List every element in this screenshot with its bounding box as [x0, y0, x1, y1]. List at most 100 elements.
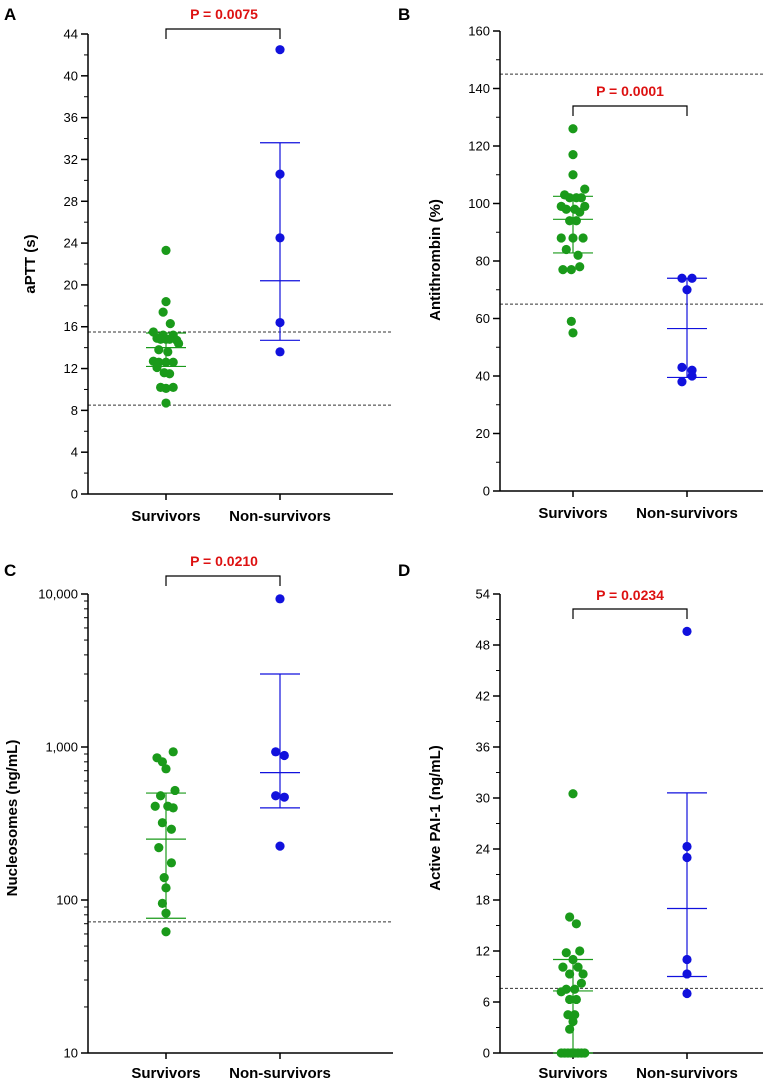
panel-c-non-survivors-point [271, 791, 281, 801]
panel-a-survivors-point [161, 357, 171, 367]
panel-d-survivors-point [570, 984, 580, 994]
panel-c-survivors-point [161, 908, 171, 918]
panel-b-non-survivors-point [677, 362, 687, 372]
panel-d-survivors-point [573, 962, 583, 972]
panel-d-survivors-point [568, 954, 578, 965]
panel-c-y-axis-title: Nucleosomes (ng/mL) [4, 740, 21, 897]
panel-c-error-bars [146, 673, 300, 919]
panel-b-data-points [556, 124, 697, 387]
panel-c-y-tick-label: 1,000 [45, 740, 78, 755]
panel-a-y-tick-label: 44 [64, 27, 78, 42]
panel-b-x-label-survivors: Survivors [538, 505, 607, 522]
panel-b-letter: B [398, 5, 410, 24]
panel-a: A 0 4 8 12 16 20 24 28 32 36 40 44 P = 0.0075 Survi… [4, 5, 393, 525]
panel-c-y-tick-label: 10,000 [38, 587, 78, 602]
panel-d-y-tick-label: 12 [476, 944, 490, 959]
panel-d-x-label-non-survivors: Non-survivors [636, 1065, 738, 1082]
panel-b-bracket-line [572, 105, 688, 116]
panel-d-non-survivors-point [682, 841, 692, 852]
panel-d-y-ticks: 0 6 12 18 24 30 36 42 48 54 [476, 587, 500, 1061]
panel-d-survivors-point [556, 987, 566, 997]
panel-c-survivors-point [161, 927, 171, 937]
panel-c-axes [87, 594, 393, 1059]
panel-a-survivors-point [168, 357, 178, 367]
panel-a-y-tick-label: 20 [64, 277, 78, 292]
panel-b-x-label-non-survivors: Non-survivors [636, 505, 738, 522]
panel-d-data-points [556, 626, 692, 1058]
panel-c-survivors-point [157, 757, 167, 767]
panel-a-significance-bracket [165, 28, 281, 39]
panel-a-non-survivors-point [275, 45, 285, 55]
panel-b-y-tick-label: 0 [483, 484, 490, 499]
panel-a-y-tick-label: 16 [64, 319, 78, 334]
panel-a-survivors-point [158, 307, 168, 317]
panel-c-x-label-non-survivors: Non-survivors [229, 1065, 331, 1082]
panel-b-p-value: P = 0.0001 [596, 83, 664, 99]
panel-d-survivors-point [565, 1024, 575, 1034]
panel-b-survivors-point [568, 124, 578, 134]
panel-b-significance-bracket [572, 105, 688, 116]
panel-b-survivors-point [568, 150, 578, 160]
panel-a-survivors-point [161, 398, 171, 408]
panel-a-y-tick-label: 28 [64, 194, 78, 209]
panel-b-survivors-point [580, 184, 590, 194]
panel-d-y-tick-label: 18 [476, 893, 490, 908]
panel-d-survivors-point [580, 1048, 590, 1058]
panel-b-survivors-point [565, 216, 575, 226]
panel-d-survivors-point [565, 994, 575, 1005]
panel-a-non-survivors-point [275, 347, 285, 357]
panel-b-y-tick-label: 20 [476, 426, 490, 441]
panel-c-survivors-point [168, 803, 178, 813]
panel-b-non-survivors-point [687, 273, 697, 283]
panel-a-survivors-point [152, 362, 162, 373]
panel-b-survivors-point [568, 328, 578, 338]
panel-a-non-survivors-point [275, 233, 285, 243]
panel-c-survivors-point [157, 818, 167, 828]
panel-b-survivors-point [561, 204, 571, 214]
panel-c-x-label-survivors: Survivors [131, 1065, 200, 1082]
panel-d-non-survivors-point [682, 969, 692, 979]
panel-c-survivors-point [150, 801, 160, 811]
panel-a-non-survivors-point [275, 169, 285, 179]
panel-a-survivors-point [161, 297, 171, 307]
panel-b-survivors-point [556, 233, 566, 243]
panel-d-y-axis-title: Active PAI-1 (ng/mL) [427, 745, 444, 891]
panel-b-non-survivors-point [677, 273, 687, 283]
panel-a-survivors-point [163, 347, 173, 357]
panel-a-bracket-line [165, 28, 281, 39]
panel-b-non-survivors-point [677, 377, 687, 387]
panel-c-survivors-point [170, 785, 180, 796]
panel-c-survivors-point [161, 883, 171, 893]
panel-d-y-tick-label: 6 [483, 995, 490, 1010]
panel-c-y-ticks: 10 100 1,000 10,000 [38, 587, 88, 1061]
panel-a-survivors-point [165, 369, 175, 379]
panel-a-y-ticks: 0 4 8 12 16 20 24 28 32 36 40 44 [64, 27, 88, 502]
panel-c-significance-bracket [165, 575, 281, 586]
panel-a-data-points [148, 45, 285, 408]
panel-b-y-tick-label: 60 [476, 311, 490, 326]
panel-b-y-tick-label: 140 [468, 81, 490, 96]
panel-b-survivors-point [558, 265, 568, 275]
panel-b-survivors-point [571, 216, 581, 226]
panel-a-y-tick-label: 4 [71, 445, 78, 460]
panel-c-survivors-point [154, 843, 164, 853]
panel-b-y-tick-label: 160 [468, 24, 490, 39]
panel-c-non-survivors-point [279, 792, 289, 802]
panel-a-non-survivors-point [275, 317, 285, 328]
panel-d-letter: D [398, 561, 410, 580]
panel-d-y-tick-label: 42 [476, 689, 490, 704]
panel-b-non-survivors-point [682, 285, 692, 295]
panel-d-y-tick-label: 0 [483, 1046, 490, 1061]
panel-d: D 0 6 12 18 24 30 36 42 48 54 P = 0.0234 Survivor… [398, 561, 763, 1082]
panel-d-y-tick-label: 54 [476, 587, 490, 602]
panel-d-axes [499, 594, 763, 1059]
panel-b-survivors-point [568, 170, 578, 180]
panel-d-survivors-point [563, 1010, 573, 1020]
panel-b-y-ticks: 0 20 40 60 80 100 120 140 160 [468, 24, 500, 499]
panel-d-non-survivors-point [682, 852, 692, 863]
panel-a-y-tick-label: 40 [64, 68, 78, 83]
panel-a-y-axis-title: aPTT (s) [22, 234, 39, 293]
panel-a-survivors-point [165, 334, 175, 344]
